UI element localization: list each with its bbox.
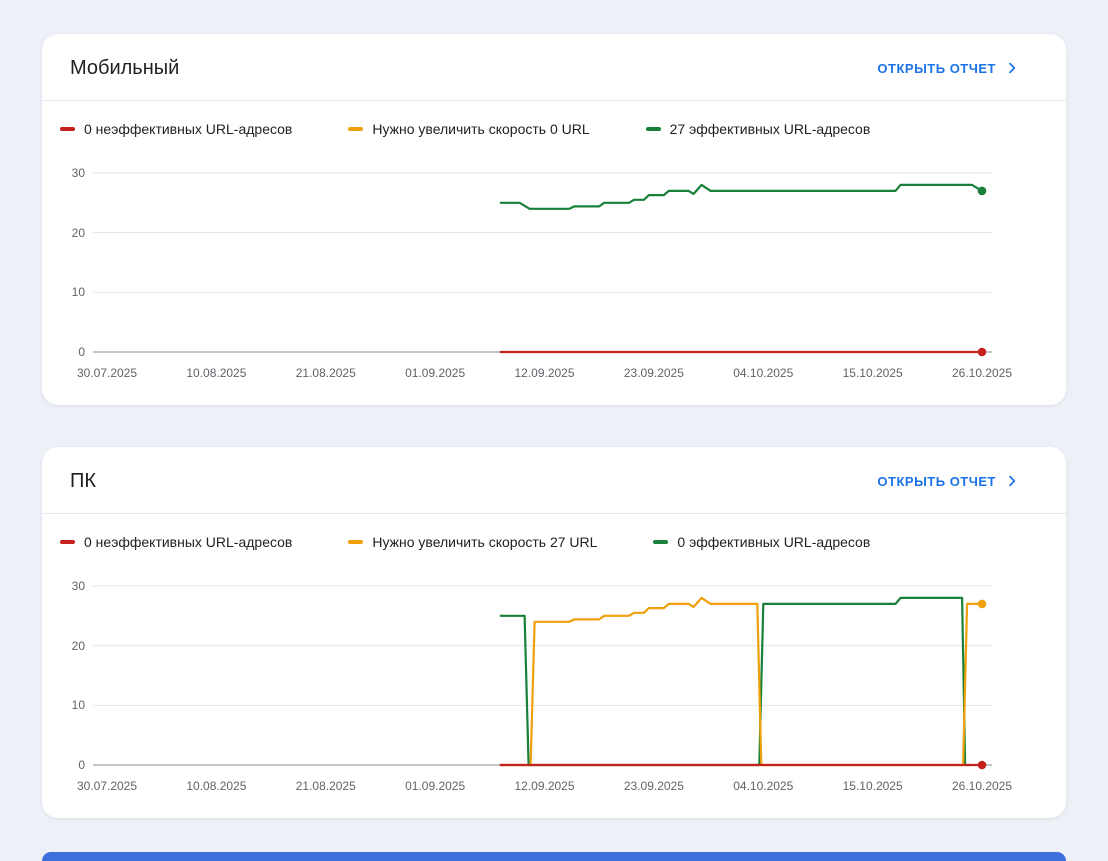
x-tick-label: 23.09.2025 — [623, 779, 684, 793]
legend-label: Нужно увеличить скорость 0 URL — [372, 121, 590, 137]
plot-row: 0 10 20 30 — [50, 578, 992, 772]
chart-legend: 0 неэффективных URL-адресов Нужно увелич… — [42, 514, 1066, 550]
x-tick-label: 01.09.2025 — [405, 366, 466, 380]
open-report-label: ОТКРЫТЬ ОТЧЕТ — [877, 473, 996, 489]
y-tick-label: 10 — [71, 285, 85, 300]
x-tick-label: 04.10.2025 — [733, 366, 794, 380]
series-line — [499, 596, 971, 767]
x-axis-labels: 30.07.2025 10.08.2025 21.08.2025 01.09.2025… — [77, 365, 1012, 381]
series-end-dot — [977, 599, 987, 609]
legend-marker-good — [645, 127, 661, 131]
legend-label: 0 эффективных URL-адресов — [677, 534, 871, 550]
legend-item: 0 эффективных URL-адресов — [653, 534, 870, 550]
legend-label: 27 эффективных URL-адресов — [669, 121, 871, 137]
mobile-report-card: Мобильный ОТКРЫТЬ ОТЧЕТ 0 неэффективных … — [42, 34, 1066, 405]
legend-item: 27 эффективных URL-адресов — [645, 121, 871, 137]
x-tick-label: 04.10.2025 — [733, 779, 794, 793]
x-tick-label: 15.10.2025 — [842, 366, 903, 380]
y-tick-label: 30 — [71, 579, 85, 593]
y-tick-label: 20 — [71, 225, 85, 240]
x-tick-label: 21.08.2025 — [295, 779, 356, 793]
chart-legend: 0 неэффективных URL-адресов Нужно увелич… — [42, 101, 1066, 137]
chevron-right-icon — [1004, 60, 1020, 76]
card-header: Мобильный ОТКРЫТЬ ОТЧЕТ — [42, 34, 1066, 101]
x-tick-label: 12.09.2025 — [514, 366, 575, 380]
y-tick-label: 10 — [71, 698, 85, 713]
legend-marker-good — [653, 540, 669, 544]
legend-label: 0 неэффективных URL-адресов — [84, 121, 293, 137]
chart-plot — [93, 172, 992, 357]
card-title: ПК — [70, 470, 97, 492]
x-tick-label: 01.09.2025 — [405, 779, 466, 793]
x-tick-label: 21.08.2025 — [295, 366, 356, 380]
series-end-dot — [977, 347, 987, 357]
y-axis-labels: 0 10 20 30 — [50, 578, 93, 772]
card-header: ПК ОТКРЫТЬ ОТЧЕТ — [42, 447, 1066, 514]
open-report-link[interactable]: ОТКРЫТЬ ОТЧЕТ — [877, 473, 1020, 489]
x-tick-label: 23.09.2025 — [623, 366, 684, 380]
open-report-label: ОТКРЫТЬ ОТЧЕТ — [877, 60, 996, 76]
open-report-link[interactable]: ОТКРЫТЬ ОТЧЕТ — [877, 60, 1020, 76]
legend-marker-poor — [60, 127, 75, 131]
x-tick-label: 12.09.2025 — [514, 779, 575, 793]
x-tick-label: 30.07.2025 — [76, 366, 138, 380]
legend-label: 0 неэффективных URL-адресов — [84, 534, 293, 550]
legend-marker-poor — [60, 540, 75, 544]
chevron-right-icon — [1004, 473, 1020, 489]
desktop-report-card: ПК ОТКРЫТЬ ОТЧЕТ 0 неэффективных URL-адр… — [42, 447, 1066, 818]
series-line — [499, 183, 983, 210]
legend-marker-needs-improvement — [348, 540, 364, 544]
x-tick-label: 30.07.2025 — [76, 779, 138, 793]
x-tick-label: 15.10.2025 — [842, 779, 903, 793]
series-end-dot — [977, 186, 987, 196]
chart-plot — [93, 585, 992, 770]
y-tick-label: 0 — [78, 345, 85, 359]
series-end-dot — [977, 760, 987, 770]
legend-item: Нужно увеличить скорость 27 URL — [348, 534, 597, 550]
desktop-cwv-chart: 0 10 20 30 30.07.2025 10.08.2025 21.08.2025 01… — [42, 578, 1066, 818]
x-tick-label: 26.10.2025 — [951, 779, 1013, 793]
x-axis-labels: 30.07.2025 10.08.2025 21.08.2025 01.09.2025… — [77, 778, 1012, 794]
legend-item: 0 неэффективных URL-адресов — [60, 121, 292, 137]
legend-item: Нужно увеличить скорость 0 URL — [348, 121, 590, 137]
mobile-cwv-chart: 0 10 20 30 30.07.2025 10.08.2025 21.08.2025 01… — [42, 165, 1066, 405]
x-tick-label: 10.08.2025 — [186, 779, 247, 793]
series-line — [499, 596, 982, 767]
plot-row: 0 10 20 30 — [50, 165, 992, 359]
legend-marker-needs-improvement — [348, 127, 364, 131]
x-tick-label: 10.08.2025 — [186, 366, 247, 380]
y-tick-label: 30 — [71, 166, 85, 180]
card-title: Мобильный — [70, 57, 180, 79]
y-tick-label: 0 — [78, 758, 85, 772]
y-axis-labels: 0 10 20 30 — [50, 165, 93, 359]
legend-item: 0 неэффективных URL-адресов — [60, 534, 292, 550]
x-tick-label: 26.10.2025 — [951, 366, 1013, 380]
legend-label: Нужно увеличить скорость 27 URL — [372, 534, 598, 550]
next-section-peek-bar — [42, 852, 1066, 861]
y-tick-label: 20 — [71, 638, 85, 653]
